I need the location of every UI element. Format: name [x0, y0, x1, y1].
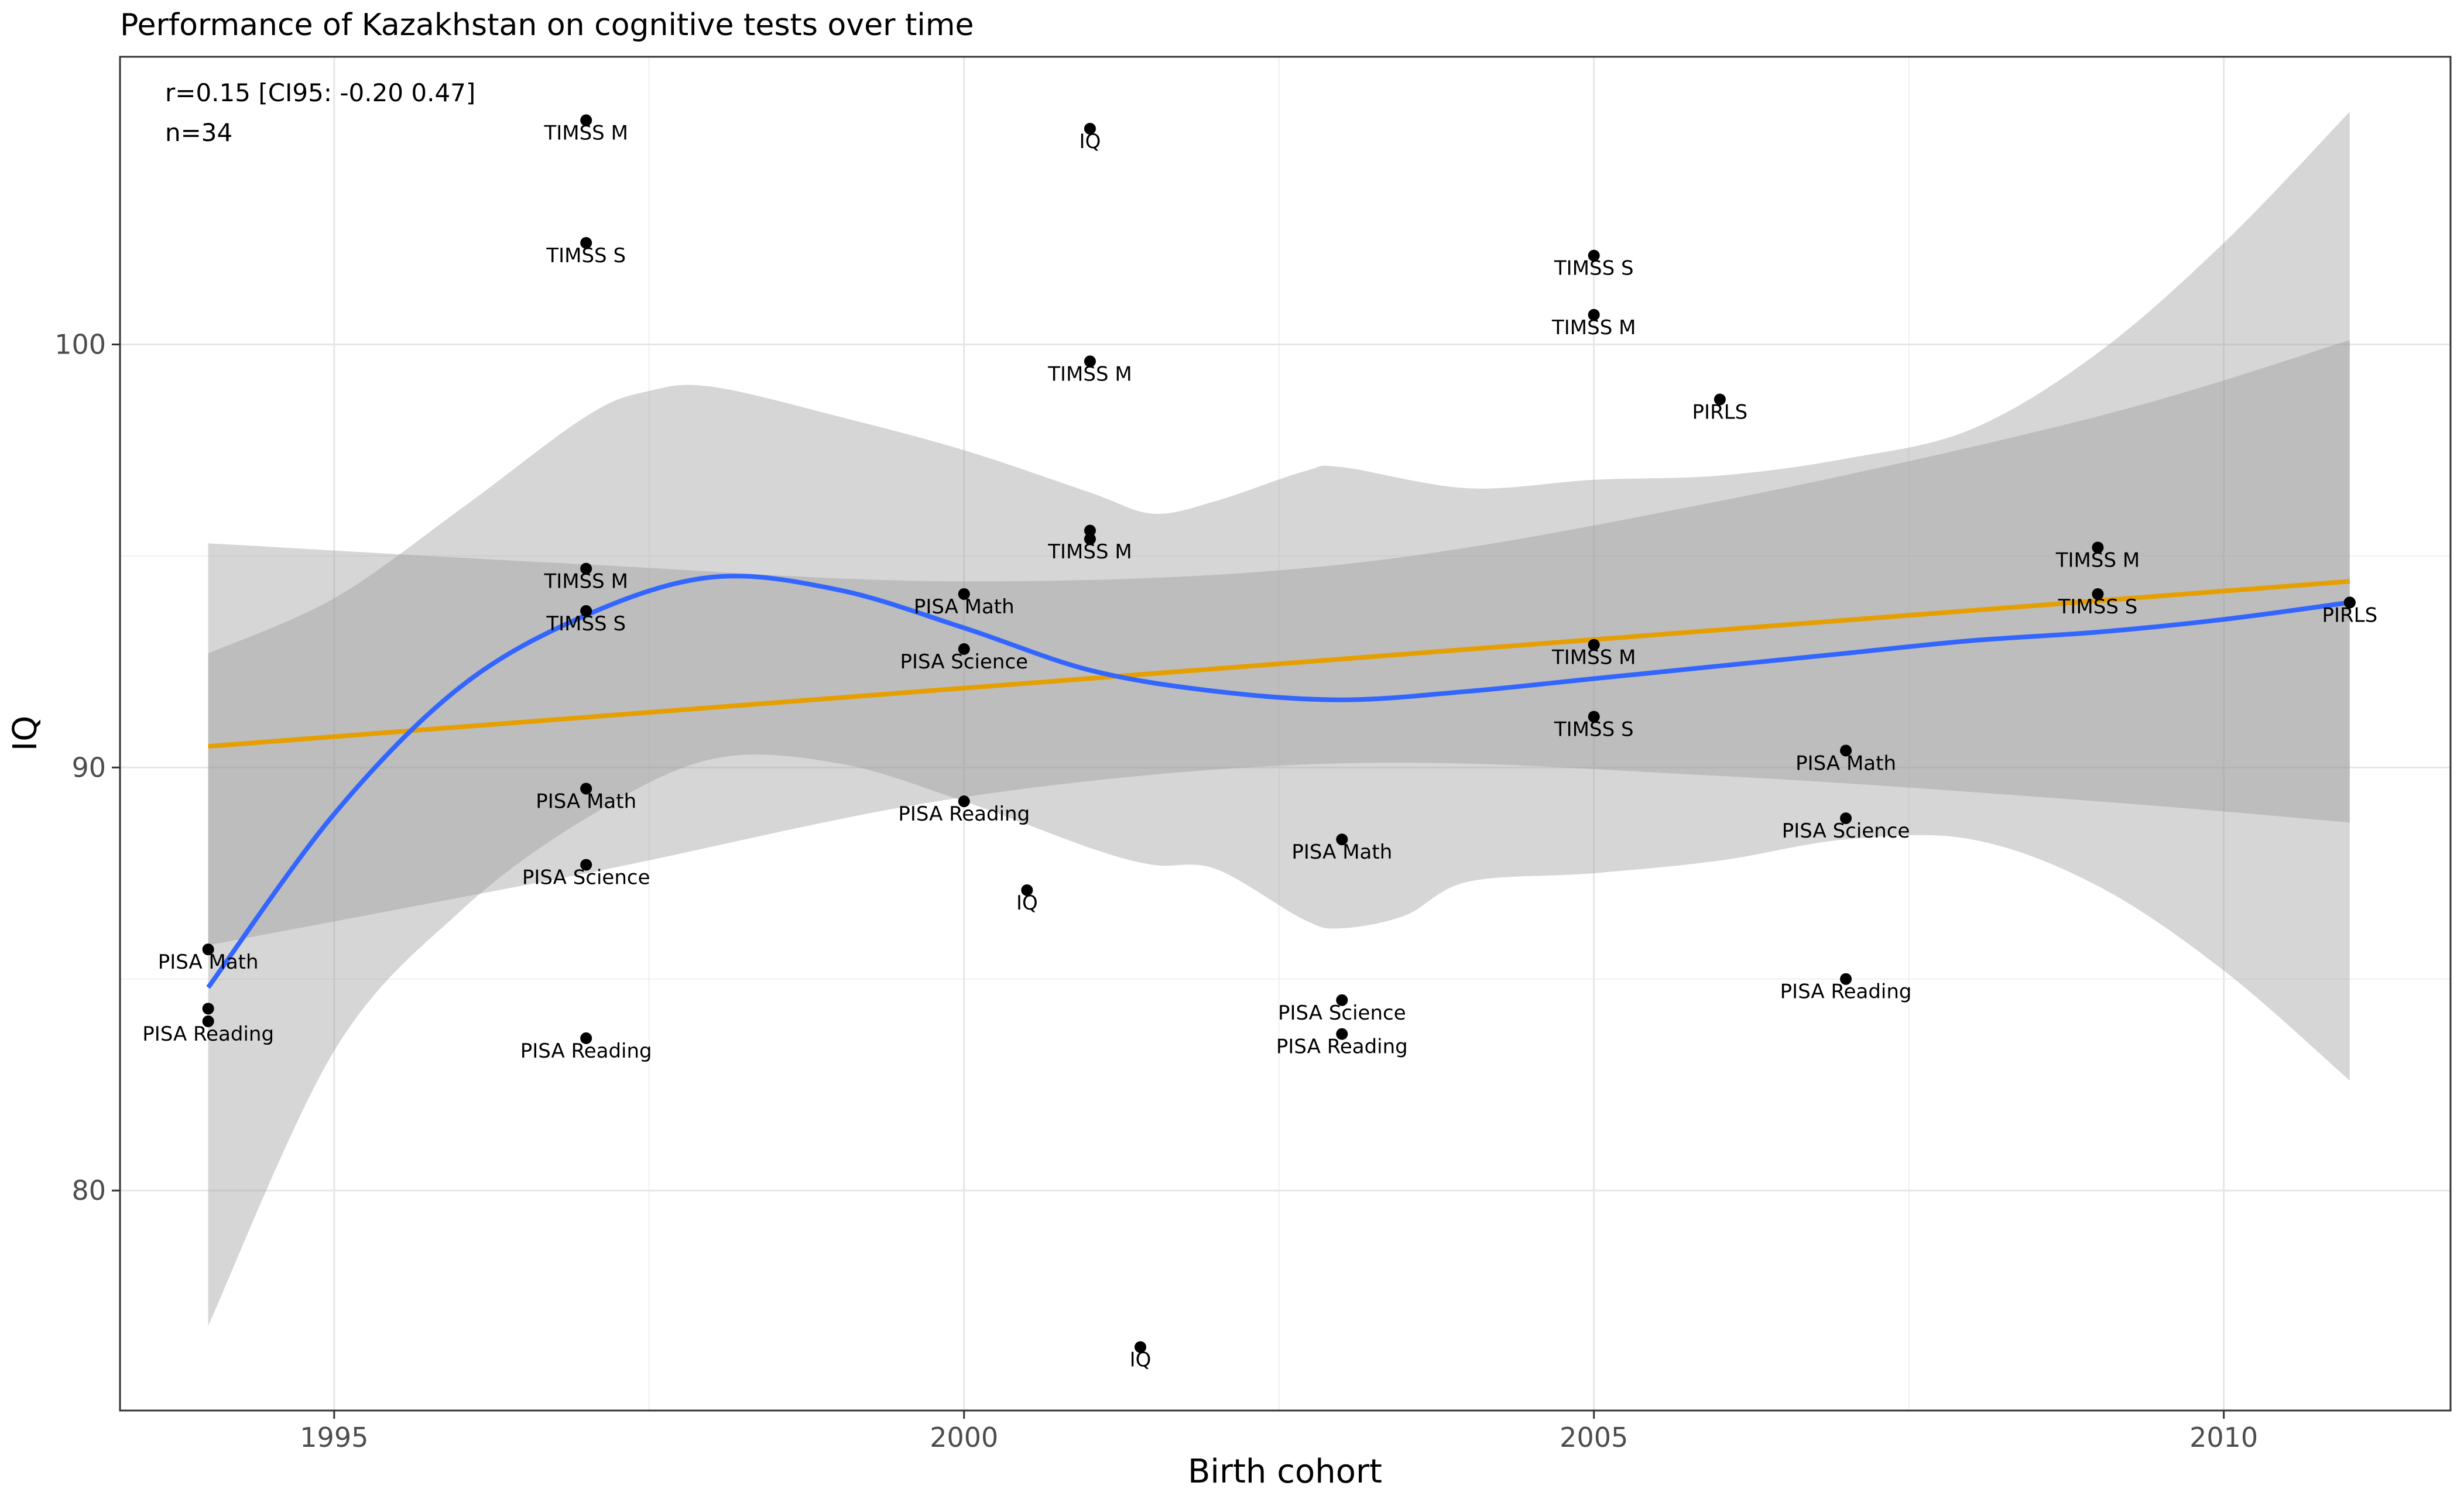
point-label: PISA Math [1291, 840, 1392, 864]
data-point [1135, 1341, 1147, 1353]
y-tick-label: 80 [71, 1175, 106, 1206]
grid [120, 57, 2451, 1411]
data-point [1084, 533, 1096, 545]
y-axis-title: IQ [6, 716, 44, 752]
x-axis-title: Birth cohort [1188, 1453, 1382, 1491]
point-label: TIMSS M [543, 570, 628, 593]
y-tick-label: 100 [54, 329, 106, 361]
point-label: PISA Reading [520, 1039, 652, 1063]
point-label: PISA Science [1782, 819, 1910, 843]
point-label: TIMSS M [1551, 646, 1636, 670]
point-label: PISA Math [158, 950, 259, 974]
point-label: TIMSS S [2058, 595, 2138, 619]
x-tick-label: 2010 [2189, 1422, 2258, 1453]
x-tick-label: 1995 [300, 1422, 368, 1453]
point-label: PISA Math [914, 595, 1015, 619]
data-point [1336, 1028, 1348, 1040]
data-point [1021, 884, 1033, 896]
data-point [1840, 812, 1852, 825]
point-label: PIRLS [2322, 603, 2378, 627]
point-label: TIMSS M [1047, 540, 1132, 564]
data-point [1588, 249, 1600, 262]
n-annotation: n=34 [165, 118, 232, 147]
point-label: PISA Reading [1780, 980, 1912, 1004]
y-tick-label: 90 [71, 752, 106, 783]
data-point [202, 1003, 214, 1015]
x-tick-label: 2005 [1560, 1422, 1628, 1453]
data-point [1084, 524, 1096, 537]
data-point [202, 943, 214, 956]
data-point [580, 859, 592, 871]
data-point [958, 795, 970, 808]
point-label: PISA Reading [142, 1022, 274, 1046]
point-label: PISA Reading [1276, 1035, 1408, 1059]
point-label: PISA Science [522, 866, 650, 890]
correlation-annotation: r=0.15 [CI95: -0.20 0.47] [165, 78, 475, 107]
data-points [202, 114, 2356, 1353]
point-label: IQ [1016, 891, 1038, 915]
data-point [2092, 588, 2104, 600]
point-label: PISA Science [900, 650, 1028, 674]
data-point [1084, 122, 1096, 135]
data-point [580, 114, 592, 126]
plot-panel-border [119, 56, 2452, 1412]
data-point [1588, 711, 1600, 723]
point-label: TIMSS M [2055, 548, 2140, 572]
point-label: PISA Reading [898, 802, 1030, 826]
x-tick-label: 2000 [930, 1422, 998, 1453]
point-labels: PISA Math PISA Reading TIMSS M TIMSS S TIMSS… [142, 121, 2377, 1371]
data-point [580, 237, 592, 249]
data-point [580, 605, 592, 617]
point-label: IQ [1080, 130, 1101, 153]
data-point [958, 643, 970, 655]
point-label: TIMSS M [1551, 316, 1636, 339]
data-point [1336, 994, 1348, 1006]
data-point [1840, 744, 1852, 757]
linear-confidence-band [208, 340, 2350, 945]
data-point [958, 588, 970, 600]
data-point [1336, 833, 1348, 846]
fit-lines [206, 574, 2350, 989]
data-point [1714, 393, 1726, 406]
data-point [580, 1032, 592, 1044]
confidence-bands [208, 112, 2350, 1326]
loess-fit-line [206, 574, 2350, 989]
linear-fit-line [208, 579, 2350, 749]
point-label: PISA Science [1278, 1001, 1406, 1025]
data-point [580, 562, 592, 575]
data-point [1840, 973, 1852, 985]
chart-title: Performance of Kazakhstan on cognitive t… [120, 8, 974, 43]
point-label: IQ [1130, 1348, 1152, 1372]
point-label: PISA Math [536, 790, 636, 813]
point-label: TIMSS S [546, 612, 626, 636]
point-label: PISA Math [1795, 752, 1896, 775]
data-point [202, 1015, 214, 1028]
point-label: TIMSS M [1047, 362, 1132, 386]
loess-confidence-band [208, 112, 2350, 1326]
point-label: TIMSS S [1554, 257, 1634, 280]
plot-panel [119, 56, 2452, 1412]
x-axis-ticks: 1995 2000 2005 2010 [300, 1411, 2258, 1453]
y-axis-ticks: 80 90 100 [54, 329, 120, 1206]
point-label: TIMSS M [543, 121, 628, 145]
point-label: PIRLS [1692, 400, 1748, 424]
data-point [1588, 639, 1600, 651]
point-label: TIMSS S [546, 244, 626, 267]
point-label: TIMSS S [1554, 718, 1634, 742]
data-point [1588, 308, 1600, 321]
data-point [580, 783, 592, 795]
data-point [2343, 596, 2356, 609]
data-point [2092, 541, 2104, 554]
data-point [1084, 355, 1096, 368]
